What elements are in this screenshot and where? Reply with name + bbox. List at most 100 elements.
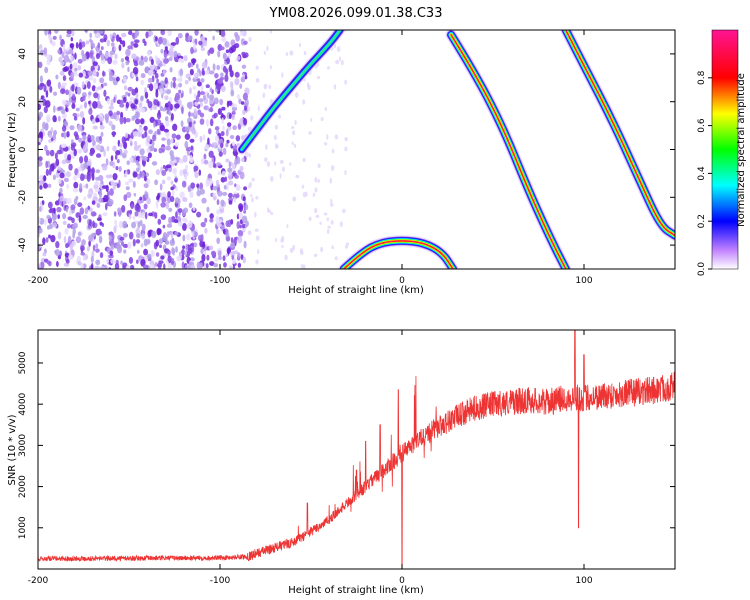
noise-speck [78,215,82,223]
noise-speck-sparse [247,184,252,189]
noise-speck [237,55,241,61]
noise-speck [46,215,51,220]
noise-speck [204,217,208,223]
noise-speck [119,39,123,45]
noise-speck [69,150,75,156]
noise-speck [82,134,86,142]
noise-speck [130,41,135,46]
noise-speck [39,75,44,84]
noise-speck [194,171,199,179]
noise-speck [243,52,249,58]
noise-speck-sparse [254,211,257,218]
noise-speck [106,258,109,264]
noise-speck [175,197,180,204]
noise-speck [239,83,243,89]
noise-speck [95,52,101,60]
noise-speck [175,246,178,253]
noise-speck [38,244,41,252]
noise-speck [48,167,52,176]
noise-speck [103,89,107,97]
noise-speck [225,128,229,137]
noise-speck [134,118,141,125]
noise-speck [91,167,95,175]
y-tick-label: -40 [18,237,28,252]
noise-speck-sparse [317,163,321,169]
noise-speck [74,52,77,60]
noise-speck [146,197,151,205]
noise-speck [188,77,191,81]
noise-speck [73,82,79,88]
noise-speck [138,144,141,149]
noise-speck [141,223,146,232]
noise-speck [116,183,120,189]
noise-speck-sparse [275,237,278,243]
noise-speck [243,240,247,249]
y-tick-label: 4000 [18,392,28,415]
noise-speck-sparse [329,177,333,184]
noise-speck [168,207,173,212]
noise-speck [215,30,221,33]
noise-speck [240,101,245,105]
noise-speck [70,144,76,151]
noise-speck [190,182,196,189]
noise-speck [234,78,240,86]
noise-speck [86,160,92,166]
noise-speck [142,160,146,167]
noise-speck-sparse [291,141,294,146]
noise-speck [55,241,60,249]
noise-speck [140,118,145,125]
noise-speck-sparse [284,254,288,261]
noise-speck [154,211,158,219]
noise-speck [103,194,109,203]
noise-speck [68,97,72,103]
noise-speck [46,225,50,230]
noise-speck [69,55,74,62]
noise-speck [143,203,148,210]
noise-speck [144,130,148,138]
noise-speck [61,51,65,59]
noise-speck [182,234,186,242]
noise-speck [98,197,104,203]
noise-speck [81,53,87,62]
noise-speck [55,74,59,80]
noise-speck [233,250,239,255]
noise-speck-sparse [333,84,337,90]
noise-speck [207,137,210,145]
noise-speck-sparse [279,159,284,164]
noise-speck-sparse [274,161,277,166]
noise-speck [187,247,193,255]
noise-speck [155,36,158,42]
noise-speck [70,204,76,210]
noise-speck [54,249,61,256]
noise-speck [209,47,215,54]
noise-speck [180,120,184,128]
noise-speck [66,33,72,38]
noise-speck [153,99,159,106]
noise-speck [41,200,45,205]
noise-speck [235,135,241,142]
noise-speck [167,30,172,37]
noise-speck-sparse [302,157,306,163]
noise-speck [74,67,78,72]
noise-speck [77,231,82,236]
noise-speck-sparse [308,216,312,221]
noise-speck [222,125,225,131]
noise-speck [166,223,173,228]
noise-speck [220,130,225,137]
noise-speck-sparse [305,191,308,197]
noise-speck [228,64,233,73]
noise-speck [204,227,208,234]
noise-speck [65,89,70,96]
y-tick-label: 40 [18,48,28,60]
noise-speck [169,56,173,61]
noise-speck [241,215,248,224]
noise-speck [87,165,91,173]
noise-speck [62,200,67,205]
noise-speck [44,218,47,226]
noise-speck [192,242,198,248]
noise-speck [95,32,101,38]
noise-speck [70,37,74,42]
noise-speck [205,84,210,89]
noise-speck [184,173,188,181]
noise-speck [61,125,67,132]
